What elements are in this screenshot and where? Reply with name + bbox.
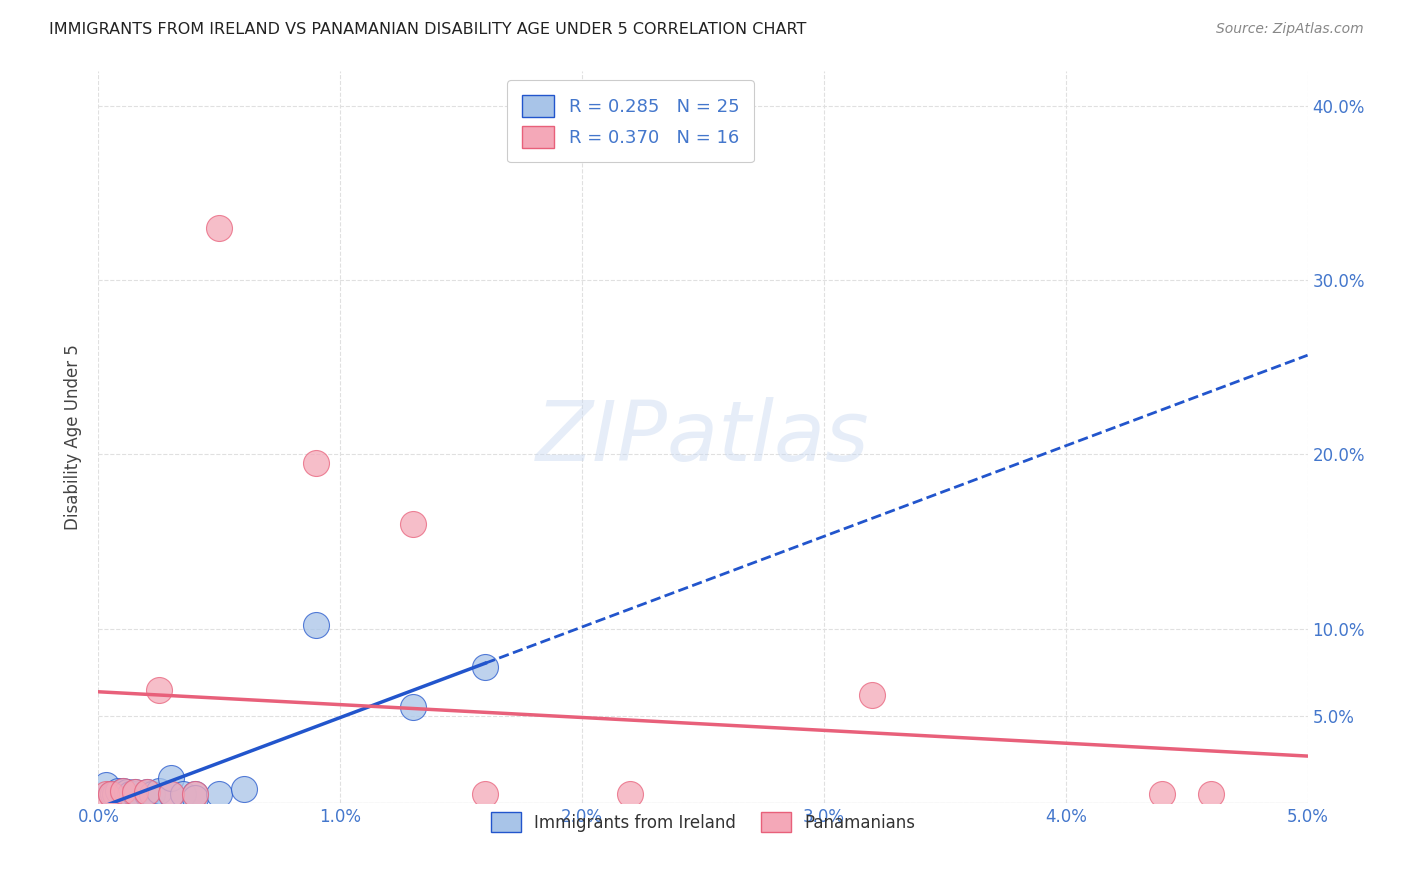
Point [141, 787, 163, 801]
Point [208, 221, 231, 235]
Point [160, 772, 183, 786]
Point [474, 787, 496, 801]
Point [160, 787, 183, 801]
Point [232, 781, 254, 796]
Point [111, 787, 134, 801]
Point [101, 787, 124, 801]
Point [100, 787, 122, 801]
Point [1152, 787, 1174, 801]
Point [135, 785, 157, 799]
Text: Source: ZipAtlas.com: Source: ZipAtlas.com [1216, 22, 1364, 37]
Point [135, 785, 157, 799]
Point [184, 790, 207, 805]
Text: IMMIGRANTS FROM IRELAND VS PANAMANIAN DISABILITY AGE UNDER 5 CORRELATION CHART: IMMIGRANTS FROM IRELAND VS PANAMANIAN DI… [49, 22, 807, 37]
Point [135, 787, 157, 801]
Point [160, 787, 183, 801]
Point [104, 787, 127, 801]
Point [124, 785, 146, 799]
Legend: Immigrants from Ireland, Panamanians: Immigrants from Ireland, Panamanians [478, 798, 928, 846]
Point [107, 783, 129, 797]
Point [148, 783, 170, 797]
Text: ZIPatlas: ZIPatlas [536, 397, 870, 477]
Point [860, 688, 883, 702]
Point [184, 787, 207, 801]
Point [208, 787, 231, 801]
Point [148, 682, 170, 697]
Point [94, 787, 117, 801]
Point [305, 618, 328, 632]
Point [118, 787, 141, 801]
Point [1199, 787, 1222, 801]
Point [402, 517, 425, 532]
Point [111, 783, 134, 797]
Point [124, 787, 146, 801]
Point [124, 785, 146, 799]
Point [184, 787, 207, 801]
Point [100, 787, 122, 801]
Point [94, 778, 117, 792]
Point [111, 783, 134, 797]
Point [474, 660, 496, 674]
Point [117, 785, 139, 799]
Point [402, 700, 425, 714]
Point [172, 787, 194, 801]
Y-axis label: Disability Age Under 5: Disability Age Under 5 [65, 344, 83, 530]
Point [619, 787, 641, 801]
Point [305, 456, 328, 470]
